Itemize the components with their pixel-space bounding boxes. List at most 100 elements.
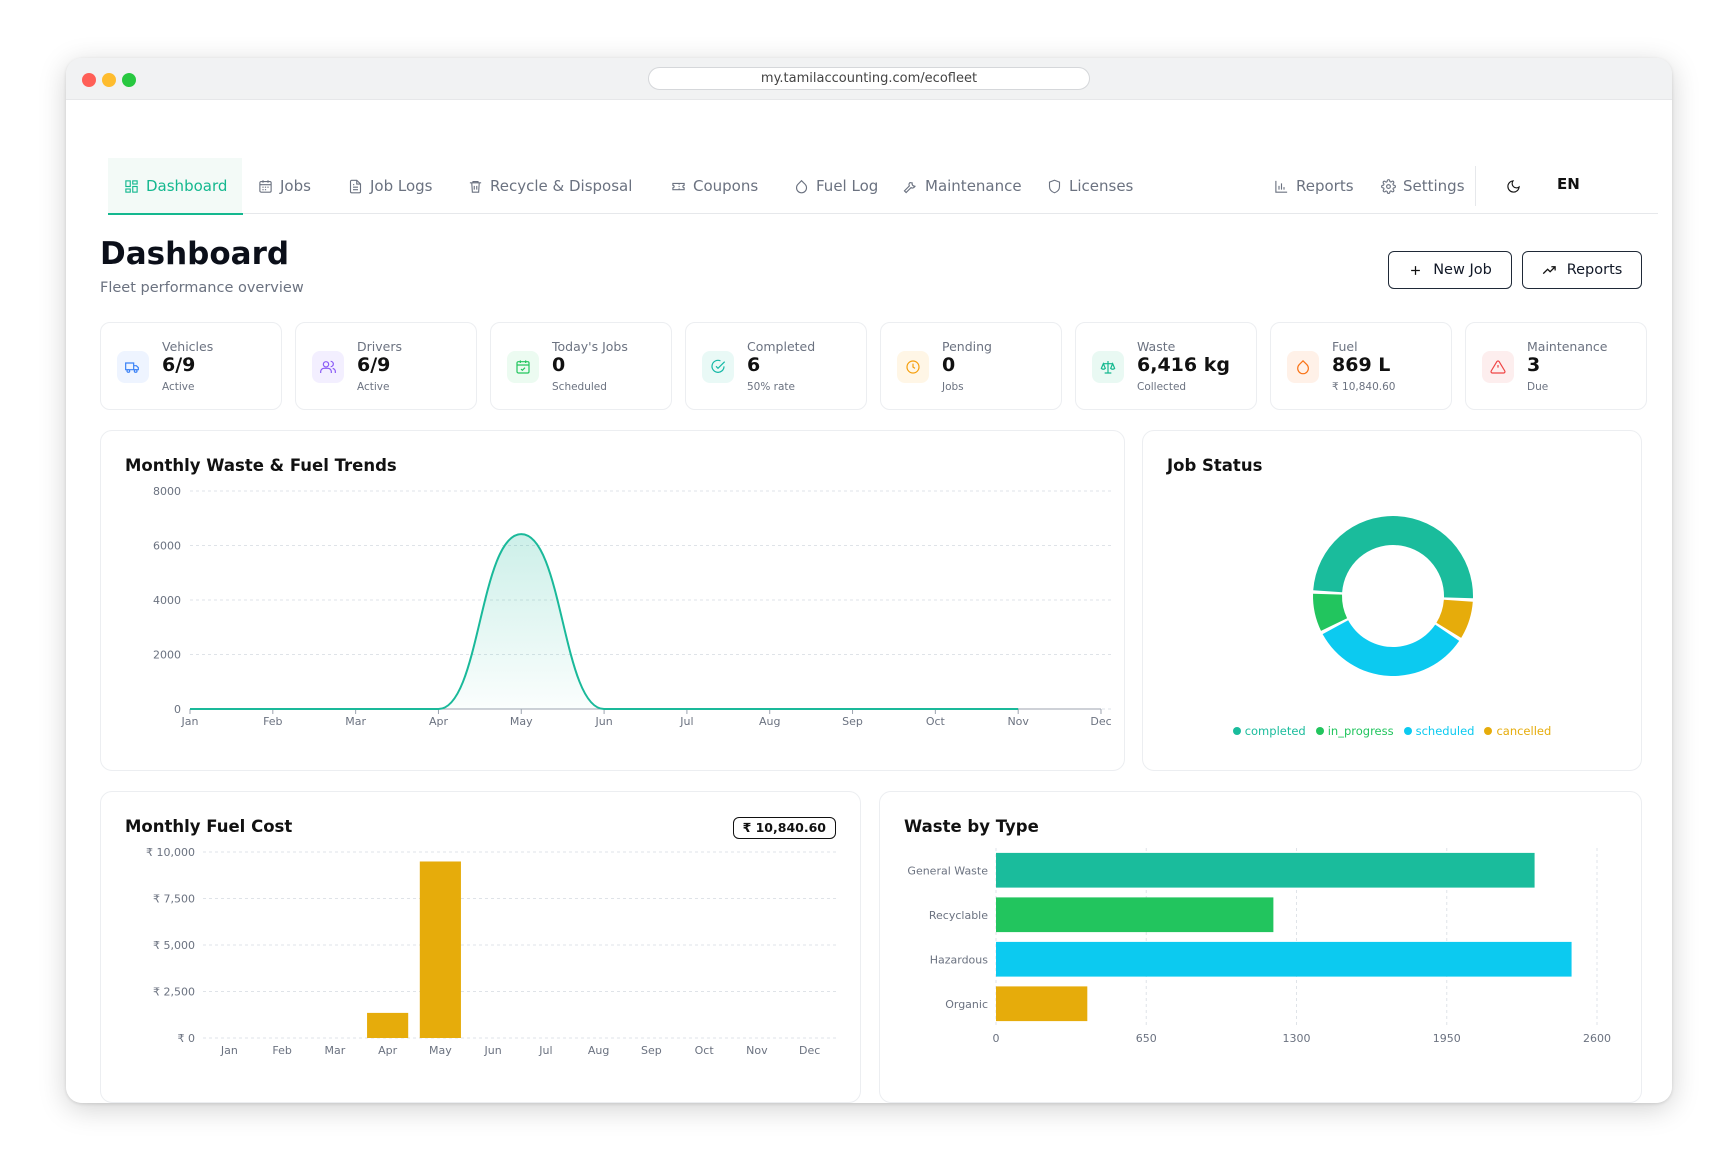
stat-label: Drivers [357,339,402,354]
nav-coupons[interactable]: Coupons [671,158,758,214]
nav-maintenance[interactable]: Maintenance [903,158,1022,214]
trends-chart: 0 2000 4000 6000 8000 Jan Feb Mar Apr May Jun Jul Au… [153,485,1112,728]
stat-value: 0 [942,354,956,376]
clock-icon [906,360,920,374]
new-job-button[interactable]: New Job [1388,251,1512,289]
shield-icon [1048,179,1061,193]
stat-sub: ₹ 10,840.60 [1332,381,1396,393]
monthly-fuel-cost-panel: Monthly Fuel Cost ₹ 10,840.60 ₹ 0 ₹ 2,500… [100,791,861,1103]
reports-button[interactable]: Reports [1522,251,1642,289]
waste-by-type-panel: Waste by Type 0 650 1300 1950 2600 General Wa… [879,791,1642,1103]
nav-jobs[interactable]: Jobs [258,158,311,214]
trends-title: Monthly Waste & Fuel Trends [125,456,397,475]
new-job-label: New Job [1433,262,1492,278]
stat-sub: 50% rate [747,381,796,393]
nav-fuel-log[interactable]: Fuel Log [794,158,878,214]
legend-item-cancelled[interactable]: cancelled [1484,724,1551,738]
page-subtitle: Fleet performance overview [100,280,304,296]
fuel-bar-may [419,861,461,1038]
stat-value: 869 L [1332,354,1391,376]
x-tick-label: 1300 [1283,1032,1311,1045]
legend-label: scheduled [1415,724,1475,738]
stat-value: 6/9 [357,354,391,376]
x-tick-label: 1950 [1433,1032,1461,1045]
nav-divider [1475,166,1476,206]
job-status-panel: Job Status completed in_progress scheduled… [1142,430,1642,771]
x-tick-label: Jan [181,715,199,728]
stat-label: Vehicles [162,339,214,354]
x-tick-label: Dec [799,1044,820,1057]
calendar-icon [259,179,272,193]
dashboard-icon [125,179,138,193]
fuel-cost-title: Monthly Fuel Cost [125,817,293,836]
legend-label: cancelled [1496,724,1552,738]
stat-label: Waste [1137,339,1176,354]
x-tick-label: Mar [345,715,366,728]
nav-coupons-label: Coupons [693,177,759,195]
x-tick-label: Oct [926,715,946,728]
nav-jobs-label: Jobs [280,177,311,195]
stat-icon-wrap [702,351,734,383]
stat-value: 6 [747,354,761,376]
stat-label: Fuel [1332,339,1358,354]
theme-toggle[interactable] [1506,158,1521,214]
stat-sub: Due [1527,381,1549,393]
fuel-cost-chart: ₹ 0 ₹ 2,500 ₹ 5,000 ₹ 7,500 ₹ 10,000 Jan Feb Ma… [146,846,836,1057]
y-tick-label: 6000 [153,540,181,553]
stat-icon-wrap [1092,351,1124,383]
waste-bar-hazardous [996,941,1572,977]
maximize-window-button[interactable] [122,73,136,87]
x-tick-label: Apr [429,715,449,728]
minimize-window-button[interactable] [102,73,116,87]
x-tick-label: 2600 [1583,1032,1611,1045]
nav-reports[interactable]: Reports [1274,158,1354,214]
x-tick-label: Jun [484,1044,502,1057]
legend-label: in_progress [1327,724,1394,738]
legend-swatch [1403,727,1412,735]
nav-licenses-label: Licenses [1069,177,1134,195]
address-bar[interactable]: my.tamilaccounting.com/ecofleet [648,67,1090,90]
x-tick-label: Oct [695,1044,715,1057]
donut-slice-in-progress [1313,593,1348,631]
waste-type-title: Waste by Type [904,817,1039,836]
x-tick-label: Feb [272,1044,291,1057]
browser-titlebar: my.tamilaccounting.com/ecofleet [66,58,1672,100]
waste-bar-recyclable [996,897,1274,933]
x-tick-label: Mar [324,1044,345,1057]
stat-sub: Jobs [942,381,964,393]
stat-sub: Scheduled [552,381,607,393]
x-tick-label: 650 [1136,1032,1157,1045]
stat-card-completed: Completed 6 50% rate [685,322,867,410]
y-tick-label: Organic [945,998,988,1011]
reports-label: Reports [1566,262,1623,278]
waste-fuel-trends-panel: Monthly Waste & Fuel Trends 0 2000 4000 600… [100,430,1125,771]
legend-item-in-progress[interactable]: in_progress [1315,724,1394,738]
nav-recycle-disposal-label: Recycle & Disposal [490,177,633,195]
nav-job-logs[interactable]: Job Logs [348,158,433,214]
nav-reports-label: Reports [1296,177,1354,195]
legend-swatch [1315,727,1324,735]
file-text-icon [349,179,362,193]
x-tick-label: Jul [538,1044,552,1057]
language-switch[interactable]: EN [1557,175,1580,193]
stat-card-maintenance: Maintenance 3 Due [1465,322,1647,410]
scale-icon [1100,361,1116,374]
close-window-button[interactable] [82,73,96,87]
y-tick-label: 8000 [153,485,181,498]
calendar-check-icon [516,360,530,374]
droplet-icon [1297,359,1309,375]
job-status-legend: completed in_progress scheduled cancelled [1143,724,1641,738]
legend-item-scheduled[interactable]: scheduled [1403,724,1475,738]
x-tick-label: Nov [746,1044,768,1057]
nav-licenses[interactable]: Licenses [1047,158,1133,214]
stat-label: Pending [942,339,992,354]
legend-item-completed[interactable]: completed [1232,724,1306,738]
nav-fuel-log-label: Fuel Log [816,177,879,195]
stat-icon-wrap [507,351,539,383]
job-status-title: Job Status [1167,456,1263,475]
trash-icon [469,180,482,193]
nav-job-logs-label: Job Logs [370,177,433,195]
nav-dashboard[interactable]: Dashboard [107,158,244,215]
nav-settings[interactable]: Settings [1381,158,1465,214]
nav-recycle-disposal[interactable]: Recycle & Disposal [468,158,632,214]
